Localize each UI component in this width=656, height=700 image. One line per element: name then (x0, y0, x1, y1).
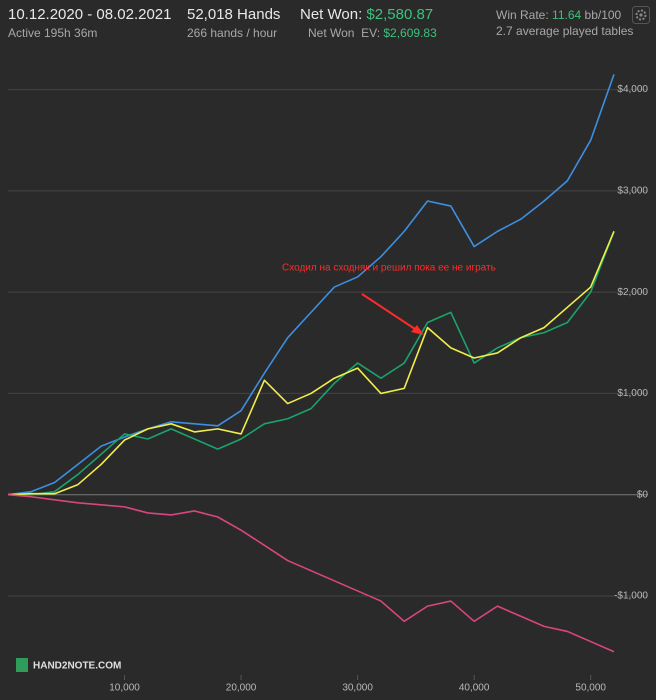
y-tick-label: $1,000 (617, 388, 648, 399)
x-tick-label: 50,000 (575, 683, 606, 694)
value: $2,609.83 (383, 26, 437, 40)
x-tick-label: 40,000 (459, 683, 490, 694)
y-tick-label: -$1,000 (614, 591, 648, 602)
series-line (7, 493, 615, 653)
hands: 52,018 Hands (187, 6, 281, 23)
series-line (7, 231, 615, 496)
annotation-arrow (361, 293, 419, 332)
active-time: Active 195h 36m (8, 26, 98, 40)
series-line (7, 74, 615, 496)
y-tick-label: $4,000 (617, 84, 648, 95)
logo: HAND2NOTE.COM (16, 658, 121, 672)
net-won: Net Won: $2,580.87 (300, 6, 433, 23)
plot: -$1,000 $0 $1,000 $2,000 $3,000 $4,000 10,000 2… (7, 74, 649, 694)
label: Net Won: (300, 6, 363, 23)
annotation-arrowhead (411, 325, 424, 335)
unit: bb/100 (584, 8, 622, 22)
y-tick-label: $2,000 (617, 287, 648, 298)
series-line (8, 231, 615, 496)
y-tick-label: $3,000 (617, 185, 648, 196)
label: Win Rate: (496, 8, 549, 22)
x-tick-label: 10,000 (109, 683, 140, 694)
win-rate: Win Rate: 11.64 bb/100 (496, 8, 621, 22)
logo-text: HAND2NOTE.COM (33, 661, 121, 672)
y-tick-label: $0 (637, 489, 649, 500)
value: 11.64 (552, 8, 582, 22)
annotation: Сходил на сходняк и решил пока ее не игр… (282, 263, 496, 274)
date-range: 10.12.2020 - 08.02.2021 (8, 6, 172, 23)
label: Net Won EV: (308, 26, 381, 40)
net-won-ev: Net Won EV: $2,609.83 (308, 26, 437, 40)
x-tick-label: 30,000 (342, 683, 373, 694)
hands-per-hour: 266 hands / hour (187, 26, 278, 40)
settings-icon[interactable] (632, 6, 650, 24)
x-tick-label: 20,000 (226, 683, 257, 694)
tables: 2.7 average played tables (496, 24, 634, 38)
value: $2,580.87 (366, 6, 434, 23)
